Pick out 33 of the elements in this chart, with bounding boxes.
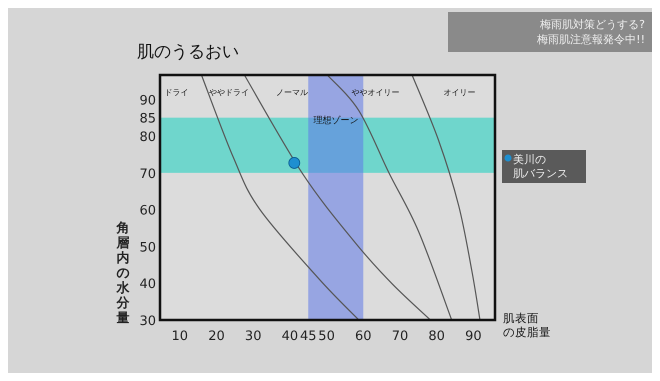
x-tick-label: 20 — [208, 329, 225, 344]
y-tick-label: 30 — [139, 314, 156, 329]
line-series — [200, 74, 360, 321]
annotation: ドライ — [164, 88, 189, 97]
annotation: 理想ゾーン — [313, 115, 358, 126]
y-tick-label: 85 — [139, 112, 156, 127]
text: 梅雨肌対策どうする? 梅雨肌注意報発令中!! — [536, 18, 646, 46]
x-tick-label: 60 — [355, 329, 372, 344]
y-tick-label: 60 — [139, 204, 156, 219]
y-tick-label: 40 — [139, 277, 156, 292]
x-tick-label: 40 — [282, 329, 298, 344]
x-tick-label: 70 — [392, 329, 408, 344]
x-tick-label: 80 — [428, 329, 445, 344]
y-tick-label: 80 — [139, 130, 156, 146]
legend: 美川の肌バランス — [502, 150, 586, 183]
x-axis-title: 肌表面の皮脂量 — [503, 311, 551, 339]
chart-title: 肌のうるおい — [137, 42, 239, 62]
legend-label: 美川の肌バランス — [513, 153, 568, 180]
y-tick-label: 70 — [139, 166, 156, 182]
line-series — [411, 74, 481, 321]
x-tick-label: 90 — [465, 329, 482, 344]
annotation: オイリー — [444, 88, 476, 97]
y-tick-label: 90 — [139, 93, 156, 108]
annotation: ややオイリー — [352, 88, 400, 97]
x-tick-label: 30 — [244, 329, 262, 344]
annotation: ノーマル — [276, 88, 308, 97]
line-series — [244, 74, 432, 321]
y-axis-title: 角層内の水分量 — [116, 221, 130, 326]
x-tick-label: 10 — [172, 329, 188, 344]
x-tick-label: 50 — [318, 329, 335, 344]
x-tick-label: 45 — [300, 329, 317, 344]
y-tick-label: 50 — [139, 240, 156, 256]
annotation: ややドライ — [208, 88, 249, 97]
